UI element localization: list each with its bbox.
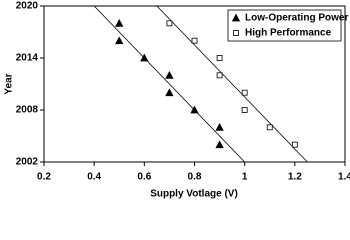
chart: Supply Votlage (V) Year 2002 2008 2014 2020… — [4, 1, 350, 200]
x-tick-label: 0.2 — [37, 172, 51, 183]
point — [241, 89, 248, 96]
point — [291, 141, 298, 148]
legend-marker — [231, 13, 241, 22]
y-tick-label: 2002 — [16, 157, 39, 168]
plot-frame — [43, 5, 346, 163]
x-tick-label: 1 — [242, 172, 248, 183]
point — [191, 37, 198, 44]
point — [115, 18, 124, 27]
point — [190, 105, 199, 114]
point — [215, 122, 224, 131]
point — [216, 55, 223, 61]
point — [216, 72, 223, 79]
y-tick-label: 2008 — [16, 105, 39, 116]
legend-marker — [233, 30, 239, 36]
y-axis-label: Year — [4, 73, 15, 94]
trendline — [156, 5, 308, 163]
point — [165, 70, 174, 79]
legend-label: Low-Operating Power — [245, 13, 348, 24]
point — [166, 20, 173, 27]
x-tick-label: 0.6 — [137, 172, 151, 183]
legend-label: High Performance — [245, 28, 332, 39]
point — [266, 124, 273, 131]
y-tick-label: 2014 — [16, 53, 39, 64]
x-tick-label: 0.4 — [87, 172, 101, 183]
x-tick-label: 1.2 — [288, 172, 302, 183]
x-axis-label: Supply Votlage (V) — [150, 189, 238, 200]
x-tick-label: 1.4 — [338, 172, 350, 183]
x-tick-label: 0.8 — [188, 172, 202, 183]
trendline — [93, 5, 245, 163]
legend-box — [227, 9, 342, 42]
point — [241, 107, 248, 113]
point — [140, 53, 149, 62]
point — [215, 140, 224, 149]
point — [115, 36, 124, 45]
y-tick-label: 2020 — [16, 1, 39, 12]
point — [165, 88, 174, 97]
